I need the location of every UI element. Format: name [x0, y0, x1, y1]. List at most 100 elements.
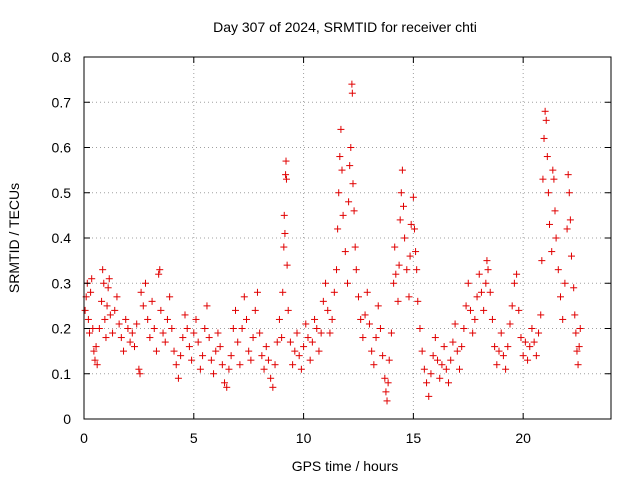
data-point	[575, 343, 583, 351]
data-point	[304, 334, 312, 342]
data-point	[359, 334, 367, 342]
data-point	[438, 361, 446, 369]
data-point	[148, 297, 156, 305]
data-point	[407, 220, 415, 228]
data-point	[300, 343, 308, 351]
data-point	[515, 306, 523, 314]
data-point	[106, 311, 114, 319]
data-point	[98, 297, 106, 305]
data-point	[572, 329, 580, 337]
data-point	[497, 329, 505, 337]
data-point	[537, 311, 545, 319]
data-point	[133, 320, 141, 328]
data-point	[530, 338, 538, 346]
data-point	[346, 162, 354, 170]
data-point	[181, 311, 189, 319]
data-point	[519, 352, 527, 360]
data-point	[150, 325, 158, 332]
data-point	[308, 338, 316, 346]
data-point	[236, 361, 244, 369]
data-point	[258, 352, 266, 360]
data-point	[105, 275, 113, 283]
data-point	[495, 347, 503, 355]
data-point	[554, 266, 562, 274]
data-point	[552, 234, 560, 242]
data-point	[550, 175, 558, 183]
x-tick-label: 20	[515, 430, 531, 446]
data-point	[117, 334, 125, 342]
data-point	[392, 270, 400, 278]
data-point	[115, 320, 123, 328]
data-point	[223, 383, 231, 391]
data-point	[344, 279, 351, 287]
data-point	[111, 306, 119, 314]
data-point	[295, 352, 303, 360]
data-point	[227, 352, 235, 360]
gridlines	[84, 57, 611, 419]
data-point	[306, 356, 314, 364]
data-point	[416, 325, 424, 332]
data-point	[88, 275, 96, 283]
data-point	[517, 334, 525, 342]
data-point	[493, 361, 501, 369]
data-point	[458, 343, 466, 351]
data-point	[477, 288, 485, 296]
axis-ticks: 0 5 10 15 20 0 0.1 0.2 0.3 0.4 0.5 0.6 0.7 0.8	[52, 49, 611, 446]
data-point	[528, 325, 536, 332]
data-point	[124, 325, 132, 332]
data-point	[218, 361, 226, 369]
data-point	[293, 329, 301, 337]
x-axis-label: GPS time / hours	[292, 458, 399, 474]
data-point	[549, 166, 557, 174]
y-tick-label: 0.8	[52, 49, 72, 65]
data-point	[168, 325, 176, 332]
data-point	[179, 334, 187, 342]
data-point	[91, 356, 99, 364]
data-point	[436, 374, 444, 382]
data-point	[95, 325, 103, 332]
y-tick-label: 0.2	[52, 321, 72, 337]
y-tick-label: 0.3	[52, 275, 72, 291]
data-point	[267, 374, 275, 382]
data-point	[322, 279, 330, 287]
data-point	[491, 343, 499, 351]
data-point	[113, 293, 121, 301]
data-point	[275, 315, 283, 323]
data-point	[152, 347, 160, 355]
data-point	[139, 302, 147, 310]
data-point	[482, 279, 490, 287]
data-point	[368, 347, 376, 355]
data-point	[345, 198, 353, 206]
data-point	[156, 266, 164, 274]
data-point	[484, 266, 492, 274]
data-point	[166, 293, 174, 301]
data-point	[348, 89, 356, 97]
data-point	[256, 329, 264, 337]
data-point	[136, 370, 144, 378]
data-point	[483, 257, 491, 265]
data-point	[185, 343, 193, 351]
data-point	[347, 144, 355, 151]
data-point	[434, 356, 442, 364]
data-point	[387, 329, 395, 337]
data-point	[349, 180, 357, 188]
data-point	[170, 347, 178, 355]
data-point	[564, 171, 572, 179]
data-point	[445, 379, 453, 387]
data-point	[406, 252, 414, 260]
data-point	[504, 343, 512, 351]
data-point	[280, 243, 288, 251]
data-point	[379, 352, 387, 360]
data-point	[508, 302, 516, 310]
data-point	[203, 302, 211, 310]
data-point	[540, 134, 548, 142]
data-point	[376, 325, 384, 332]
data-point	[510, 279, 518, 287]
y-tick-label: 0.4	[52, 230, 72, 246]
data-point	[109, 329, 117, 337]
data-point	[335, 189, 343, 197]
data-point	[161, 338, 169, 346]
data-point	[264, 356, 272, 364]
